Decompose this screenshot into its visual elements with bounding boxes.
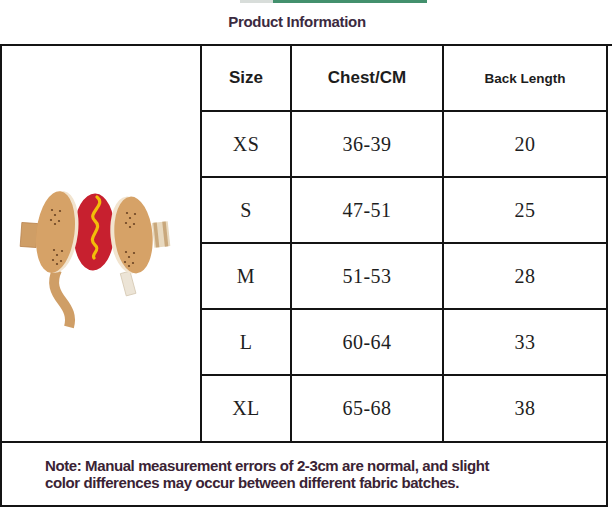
- progress-bar: [0, 0, 612, 4]
- border-left: [0, 44, 2, 443]
- cell-chest-xs: 36-39: [292, 112, 444, 178]
- cell-chest-l: 60-64: [292, 310, 444, 376]
- strap-short-white: [120, 271, 136, 296]
- note-box: Note: Manual measurement errors of 2-3cm…: [0, 441, 608, 507]
- cell-chest-s: 47-51: [292, 178, 444, 244]
- cell-chest-m: 51-53: [292, 244, 444, 310]
- col-header-back-length: Back Length: [444, 46, 608, 112]
- cell-size-m: M: [202, 244, 292, 310]
- note-line-2: color differences may occur between diff…: [45, 474, 606, 492]
- cell-size-s: S: [202, 178, 292, 244]
- cell-back-xs: 20: [444, 112, 608, 178]
- bun-right: [107, 195, 156, 275]
- cell-back-m: 28: [444, 244, 608, 310]
- cell-chest-xl: 65-68: [292, 376, 444, 443]
- cell-back-s: 25: [444, 178, 608, 244]
- size-chart-table: Size Chest/CM Back Length XS 36-39 20 S …: [200, 44, 608, 443]
- product-image-hotdog-costume: [10, 180, 180, 335]
- col-header-size: Size: [202, 46, 292, 112]
- cell-size-xs: XS: [202, 112, 292, 178]
- strap-long: [54, 270, 70, 327]
- note-line-1: Note: Manual measurement errors of 2-3cm…: [45, 457, 606, 475]
- strap-right-tab: [152, 221, 171, 248]
- cell-size-l: L: [202, 310, 292, 376]
- page-title: Product Information: [0, 13, 594, 30]
- bun-left: [32, 189, 83, 275]
- cell-back-xl: 38: [444, 376, 608, 443]
- cell-size-xl: XL: [202, 376, 292, 443]
- strap-left-tab: [20, 222, 38, 247]
- progress-track: [240, 0, 273, 3]
- progress-fill: [273, 0, 427, 3]
- col-header-chest: Chest/CM: [292, 46, 444, 112]
- product-info-page: Product Information: [0, 0, 612, 514]
- cell-back-l: 33: [444, 310, 608, 376]
